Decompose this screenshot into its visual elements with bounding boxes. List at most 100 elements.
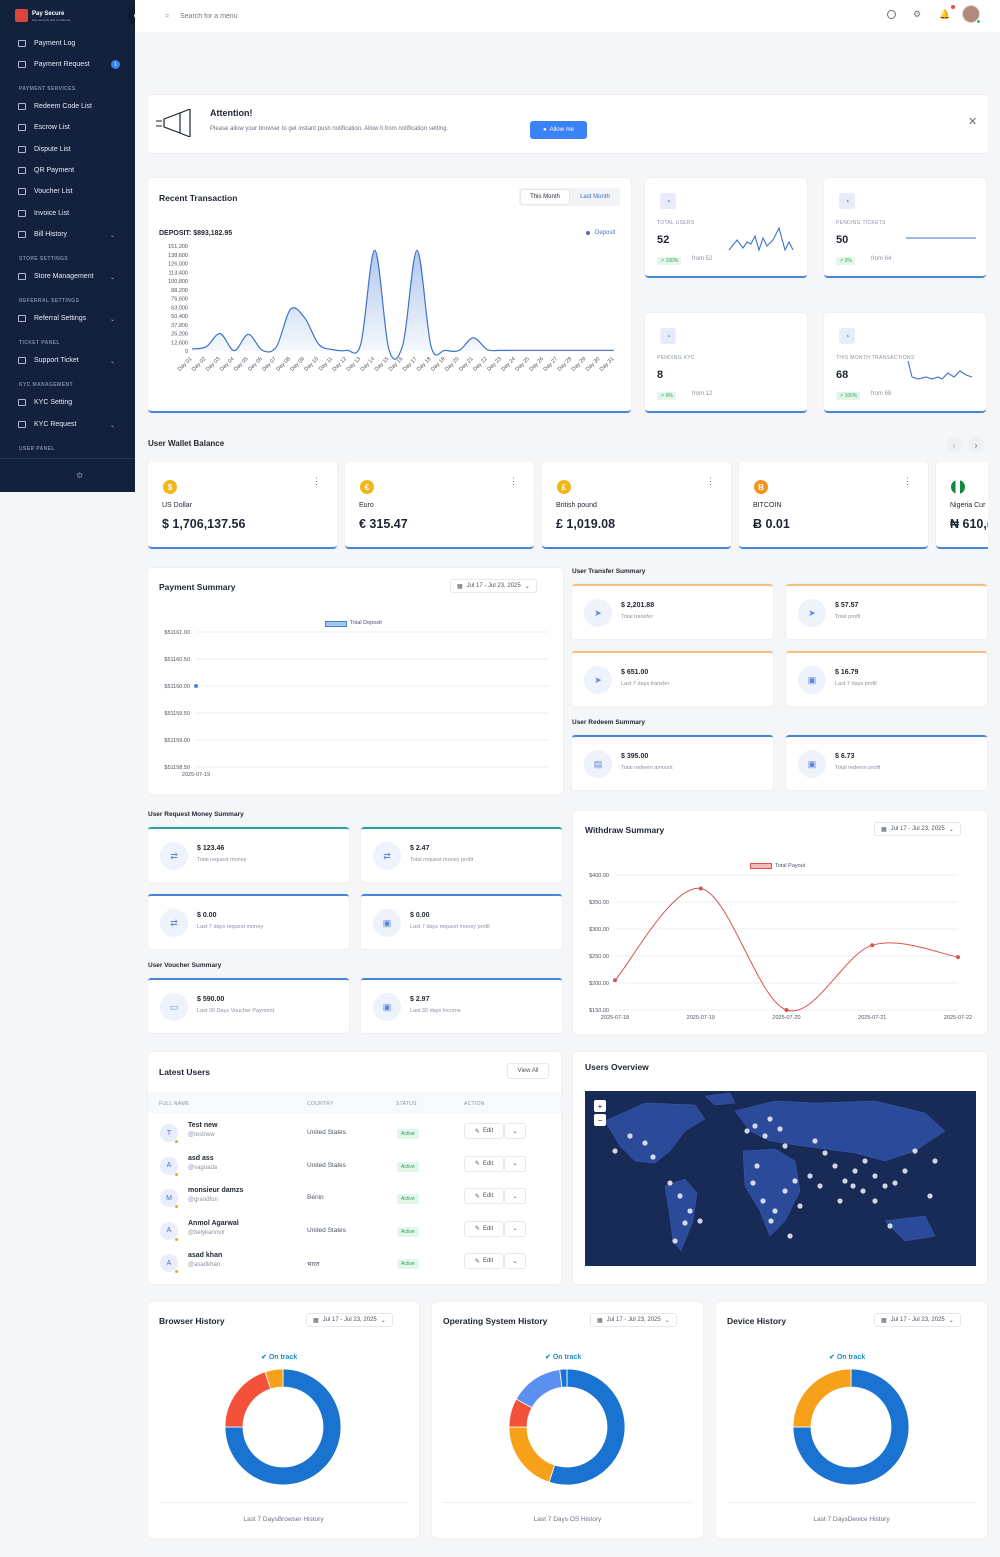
close-icon[interactable]: ✕ xyxy=(968,116,978,128)
user-location-marker[interactable] xyxy=(672,1238,678,1244)
edit-button[interactable]: ✎ Edit xyxy=(464,1123,504,1139)
sidebar-item-invoice-list[interactable]: Invoice List xyxy=(18,210,69,217)
user-location-marker[interactable] xyxy=(887,1223,893,1229)
user-location-marker[interactable] xyxy=(842,1178,848,1184)
action-dropdown-button[interactable]: ⌄ xyxy=(504,1253,526,1270)
sidebar-item-escrow-list[interactable]: Escrow List xyxy=(18,124,70,131)
data-point[interactable] xyxy=(956,955,960,960)
device-history-date-button[interactable]: ▦ Jul 17 - Jul 23, 2025 ⌄ xyxy=(874,1313,961,1327)
data-point[interactable] xyxy=(784,1008,789,1012)
user-location-marker[interactable] xyxy=(797,1203,803,1209)
donut-slice[interactable] xyxy=(224,1371,272,1428)
wallet-next-button[interactable]: › xyxy=(968,437,984,453)
wallet-card[interactable]: $ US Dollar $ 1,706,137.56 ⋮ xyxy=(148,462,337,549)
user-location-marker[interactable] xyxy=(812,1138,818,1144)
withdraw-summary-date-button[interactable]: ▦ Jul 17 - Jul 23, 2025 ⌄ xyxy=(874,822,961,836)
donut-slice[interactable] xyxy=(792,1368,910,1486)
user-location-marker[interactable] xyxy=(697,1218,703,1224)
more-options-icon[interactable]: ⋮ xyxy=(903,476,912,486)
user-location-marker[interactable] xyxy=(822,1150,828,1156)
view-all-button[interactable]: View All xyxy=(507,1063,549,1079)
user-location-marker[interactable] xyxy=(677,1193,683,1199)
donut-slice[interactable] xyxy=(548,1368,626,1486)
wallet-card[interactable]: € Euro € 315.47 ⋮ xyxy=(345,462,534,549)
more-options-icon[interactable]: ⋮ xyxy=(509,476,518,486)
donut-slice[interactable] xyxy=(559,1368,568,1388)
user-location-marker[interactable] xyxy=(882,1183,888,1189)
map-zoom-out-button[interactable]: − xyxy=(594,1114,606,1126)
browser-history-date-button[interactable]: ▦ Jul 17 - Jul 23, 2025 ⌄ xyxy=(306,1313,393,1327)
wallet-card[interactable]: Nigeria Cur ₦ 610,( xyxy=(936,462,988,549)
user-location-marker[interactable] xyxy=(752,1123,758,1129)
tab-last-month[interactable]: Last Month xyxy=(580,194,610,200)
user-location-marker[interactable] xyxy=(772,1208,778,1214)
globe-icon[interactable] xyxy=(887,10,896,19)
user-location-marker[interactable] xyxy=(852,1168,858,1174)
user-location-marker[interactable] xyxy=(860,1188,866,1194)
donut-slice[interactable] xyxy=(515,1369,563,1409)
user-location-marker[interactable] xyxy=(872,1173,878,1179)
user-location-marker[interactable] xyxy=(862,1158,868,1164)
gear-icon[interactable]: ⚙ xyxy=(76,471,84,480)
data-point[interactable] xyxy=(698,886,703,891)
donut-slice[interactable] xyxy=(508,1426,556,1483)
user-location-marker[interactable] xyxy=(682,1220,688,1226)
world-map[interactable] xyxy=(585,1091,976,1266)
edit-button[interactable]: ✎ Edit xyxy=(464,1155,504,1172)
search-input[interactable] xyxy=(180,9,380,23)
sidebar-item-bill-history[interactable]: Bill History xyxy=(18,231,67,238)
user-location-marker[interactable] xyxy=(687,1208,693,1214)
user-location-marker[interactable] xyxy=(627,1133,633,1139)
donut-slice[interactable] xyxy=(224,1368,342,1486)
avatar[interactable] xyxy=(962,5,980,23)
user-location-marker[interactable] xyxy=(850,1183,856,1189)
sidebar-item-kyc-setting[interactable]: KYC Setting xyxy=(18,399,72,406)
donut-slice[interactable] xyxy=(792,1368,852,1428)
bell-icon[interactable]: 🔔 xyxy=(939,9,951,19)
sidebar-item-qr-payment[interactable]: QR Payment xyxy=(18,167,74,174)
action-dropdown-button[interactable]: ⌄ xyxy=(504,1188,526,1205)
donut-slice[interactable] xyxy=(264,1368,284,1390)
wallet-prev-button[interactable]: ‹ xyxy=(946,437,962,453)
data-point[interactable] xyxy=(613,978,617,983)
sidebar-item-dispute-list[interactable]: Dispute List xyxy=(18,146,71,153)
data-point[interactable] xyxy=(194,684,198,688)
user-location-marker[interactable] xyxy=(612,1148,618,1154)
user-location-marker[interactable] xyxy=(767,1116,773,1122)
user-location-marker[interactable] xyxy=(927,1193,933,1199)
sidebar-item-store-management[interactable]: Store Management xyxy=(18,273,94,280)
user-location-marker[interactable] xyxy=(792,1178,798,1184)
user-location-marker[interactable] xyxy=(872,1198,878,1204)
user-location-marker[interactable] xyxy=(762,1133,768,1139)
sidebar-item-payment-request[interactable]: Payment Request xyxy=(18,61,90,68)
data-point[interactable] xyxy=(870,943,875,948)
sidebar-item-redeem-code-list[interactable]: Redeem Code List xyxy=(18,103,92,110)
sidebar-item-support-ticket[interactable]: Support Ticket xyxy=(18,357,79,364)
user-location-marker[interactable] xyxy=(777,1126,783,1132)
user-location-marker[interactable] xyxy=(642,1140,648,1146)
user-location-marker[interactable] xyxy=(832,1163,838,1169)
sidebar-item-payment-log[interactable]: Payment Log xyxy=(18,40,75,47)
user-location-marker[interactable] xyxy=(912,1148,918,1154)
sidebar-item-referral-settings[interactable]: Referral Settings xyxy=(18,315,86,322)
tab-this-month[interactable]: This Month xyxy=(521,190,569,204)
more-options-icon[interactable]: ⋮ xyxy=(312,476,321,486)
user-location-marker[interactable] xyxy=(782,1143,788,1149)
settings-icon[interactable]: ⚙ xyxy=(913,9,922,19)
user-location-marker[interactable] xyxy=(760,1198,766,1204)
user-location-marker[interactable] xyxy=(782,1188,788,1194)
payment-summary-date-button[interactable]: ▦ Jul 17 - Jul 23, 2025 ⌄ xyxy=(450,579,537,593)
allow-me-button[interactable]: ● Allow me xyxy=(530,121,587,139)
user-location-marker[interactable] xyxy=(787,1233,793,1239)
user-location-marker[interactable] xyxy=(932,1158,938,1164)
wallet-card[interactable]: £ British pound £ 1,019.08 ⋮ xyxy=(542,462,731,549)
action-dropdown-button[interactable]: ⌄ xyxy=(504,1155,526,1172)
user-location-marker[interactable] xyxy=(837,1198,843,1204)
user-location-marker[interactable] xyxy=(807,1173,813,1179)
user-location-marker[interactable] xyxy=(902,1168,908,1174)
edit-button[interactable]: ✎ Edit xyxy=(464,1188,504,1205)
action-dropdown-button[interactable]: ⌄ xyxy=(504,1220,526,1237)
user-location-marker[interactable] xyxy=(754,1163,760,1169)
user-location-marker[interactable] xyxy=(817,1183,823,1189)
user-location-marker[interactable] xyxy=(768,1218,774,1224)
